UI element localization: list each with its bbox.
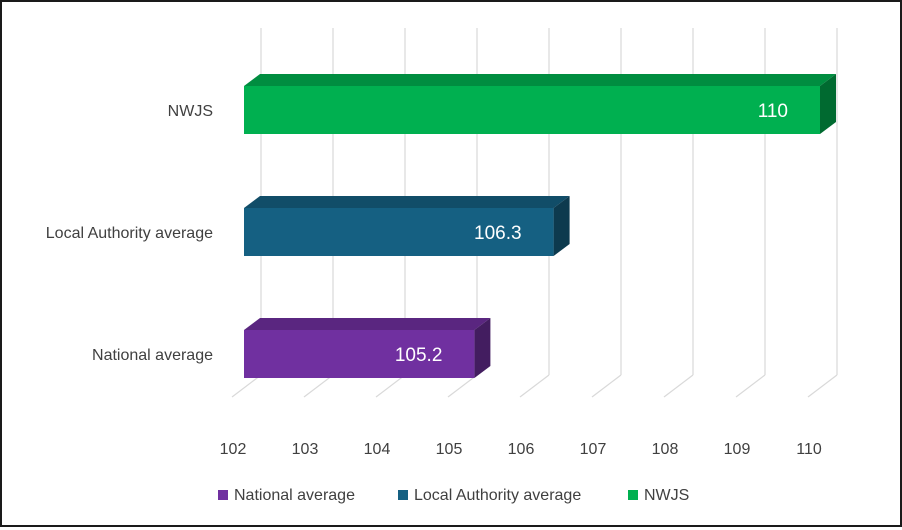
x-tick-label: 108 [652, 441, 679, 458]
x-tick-label: 102 [220, 441, 247, 458]
legend-label: NWJS [644, 487, 689, 504]
bar-top-face [244, 196, 570, 208]
gridline-floor [663, 374, 694, 398]
bar-top-face [244, 318, 491, 330]
bar [244, 330, 475, 378]
gridline-floor [375, 374, 406, 398]
gridline-floor [519, 374, 550, 398]
x-tick-label: 103 [292, 441, 319, 458]
x-tick-label: 104 [364, 441, 391, 458]
legend: National average Local Authority average N… [218, 487, 689, 504]
x-tick-label: 109 [724, 441, 751, 458]
bar-data-label: 105.2 [395, 345, 443, 366]
category-label: Local Authority average [46, 225, 213, 242]
bar-data-label: 106.3 [474, 223, 522, 244]
bar-group: 110 [244, 74, 836, 134]
bar-data-label: 110 [758, 101, 788, 122]
x-tick-label: 107 [580, 441, 607, 458]
legend-label: Local Authority average [414, 487, 581, 504]
gridline-floor [447, 374, 478, 398]
legend-swatch [628, 490, 638, 500]
gridline-floor [735, 374, 766, 398]
bar-side-face [553, 196, 570, 256]
x-tick-label: 110 [796, 441, 822, 458]
bar [244, 208, 554, 256]
bar-side-face [474, 318, 491, 378]
bar [244, 86, 820, 134]
legend-swatch [218, 490, 228, 500]
bar-top-face [244, 74, 836, 86]
gridline-floor [807, 374, 838, 398]
bar-side-face [820, 74, 836, 134]
gridline-floor [591, 374, 622, 398]
category-label: National average [92, 347, 213, 364]
gridline-floor [303, 374, 334, 398]
legend-label: National average [234, 487, 355, 504]
category-label: NWJS [168, 103, 213, 120]
x-tick-label: 105 [436, 441, 463, 458]
gridline-floor [231, 374, 262, 398]
legend-swatch [398, 490, 408, 500]
bar-group: 105.2 [244, 318, 491, 378]
x-tick-label: 106 [508, 441, 535, 458]
bar-group: 106.3 [244, 196, 570, 256]
